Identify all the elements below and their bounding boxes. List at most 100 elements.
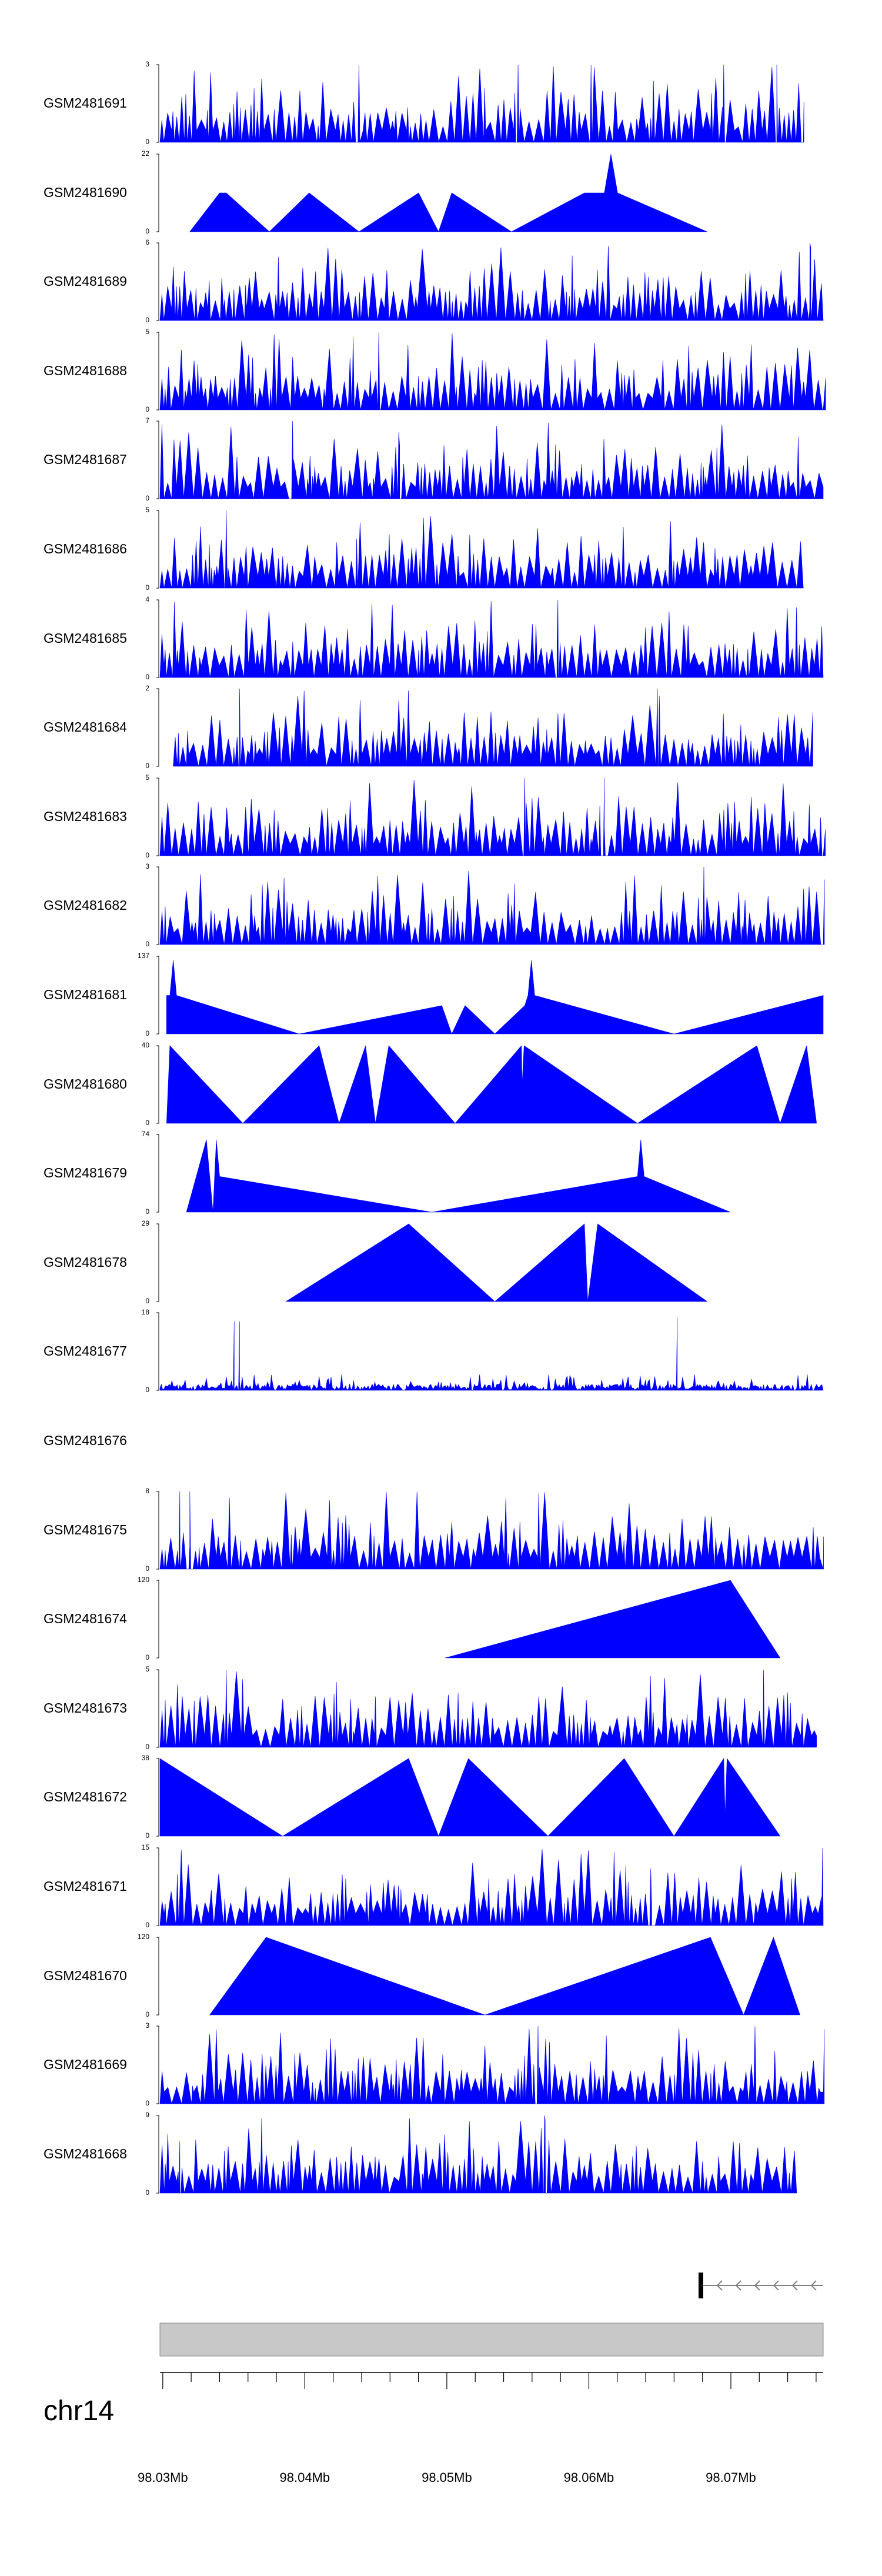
signal-area [159, 421, 824, 499]
x-tick-label: 98.05Mb [422, 2470, 472, 2485]
y-axis [156, 1580, 159, 1659]
track-label: GSM2481685 [44, 630, 127, 646]
y-min-label: 0 [145, 1296, 149, 1305]
y-min-label: 0 [145, 940, 149, 949]
strand-arrow [735, 2280, 741, 2291]
x-tick-label: 98.03Mb [138, 2470, 188, 2485]
y-max-label: 3 [145, 60, 149, 68]
y-min-label: 0 [145, 138, 149, 146]
track-plot [156, 688, 813, 767]
y-axis [156, 421, 159, 499]
track-label: GSM2481679 [44, 1165, 127, 1181]
y-min-label: 0 [145, 1564, 149, 1573]
track-plot [156, 1847, 824, 1926]
y-axis [156, 1758, 159, 1837]
track-label: GSM2481671 [44, 1878, 127, 1894]
signal-area [166, 960, 824, 1035]
track-plot [156, 421, 824, 499]
y-max-label: 7 [145, 416, 149, 425]
strand-arrow [810, 2280, 817, 2291]
track-plot [156, 1223, 708, 1302]
track-plot [156, 1669, 817, 1748]
y-max-label: 15 [141, 1843, 149, 1851]
y-max-label: 5 [145, 327, 149, 336]
y-axis [156, 1937, 159, 2016]
track-plot [156, 1936, 800, 2016]
y-max-label: 2 [145, 684, 149, 693]
y-min-label: 0 [145, 1386, 149, 1394]
y-max-label: 4 [145, 595, 149, 603]
signal-area [159, 332, 826, 411]
track-label: GSM2481672 [44, 1789, 127, 1805]
track-plot [156, 1758, 781, 1837]
track-plot [156, 2026, 825, 2105]
genome-axis [159, 2273, 824, 2389]
signal-area [159, 1491, 824, 1569]
y-max-label: 5 [145, 773, 149, 782]
track-plot [156, 64, 804, 143]
track-plot [156, 866, 825, 945]
track-label: GSM2481684 [44, 719, 127, 735]
y-max-label: 29 [141, 1219, 149, 1227]
track-label: GSM2481682 [44, 897, 127, 913]
track-label: GSM2481675 [44, 1521, 127, 1537]
y-min-label: 0 [145, 1653, 149, 1662]
y-max-label: 22 [141, 149, 149, 158]
track-label: GSM2481678 [44, 1254, 127, 1270]
y-axis [156, 956, 159, 1035]
y-min-label: 0 [145, 1921, 149, 1929]
y-min-label: 0 [145, 1742, 149, 1751]
track-plot [156, 2115, 797, 2194]
x-tick-label: 98.07Mb [706, 2470, 756, 2485]
strand-arrow [754, 2280, 760, 2291]
y-max-label: 40 [141, 1040, 149, 1049]
y-min-label: 0 [145, 762, 149, 770]
y-max-label: 3 [145, 862, 149, 871]
y-max-label: 74 [141, 1130, 149, 1139]
signal-area [159, 2026, 825, 2105]
signal-area [209, 1936, 800, 2016]
strand-arrow [716, 2280, 723, 2291]
y-max-label: 120 [137, 1932, 149, 1941]
y-max-label: 6 [145, 238, 149, 247]
signal-area [159, 1758, 781, 1837]
y-max-label: 120 [137, 1576, 149, 1584]
y-min-label: 0 [145, 316, 149, 325]
y-axis [156, 1134, 159, 1213]
y-axis [156, 1669, 159, 1748]
track-plot [156, 778, 826, 856]
y-min-label: 0 [145, 583, 149, 592]
y-min-label: 0 [145, 2188, 149, 2197]
y-max-label: 5 [145, 1664, 149, 1673]
y-min-label: 0 [145, 494, 149, 503]
y-axis [156, 866, 159, 945]
signal-area [159, 243, 824, 321]
track-label: GSM2481670 [44, 1967, 127, 1983]
track-plot [156, 1134, 731, 1213]
signal-area [173, 689, 813, 767]
track-label: GSM2481687 [44, 452, 127, 468]
y-axis [156, 2115, 159, 2194]
track-plot [156, 1312, 824, 1392]
y-min-label: 0 [145, 1118, 149, 1127]
y-min-label: 0 [145, 1207, 149, 1216]
y-max-label: 9 [145, 2110, 149, 2119]
y-min-label: 0 [145, 226, 149, 235]
track-label: GSM2481690 [44, 184, 127, 200]
y-min-label: 0 [145, 1831, 149, 1840]
y-min-label: 0 [145, 2099, 149, 2108]
track-label: GSM2481681 [44, 987, 127, 1002]
y-axis [156, 64, 159, 143]
y-axis [156, 778, 159, 856]
signal-area [445, 1580, 781, 1659]
y-min-label: 0 [145, 405, 149, 413]
track-label: GSM2481683 [44, 808, 127, 824]
track-label: GSM2481691 [44, 95, 127, 111]
y-axis [156, 242, 159, 321]
y-axis [156, 154, 159, 232]
track-plot [156, 332, 826, 411]
track-label: GSM2481680 [44, 1076, 127, 1092]
chromosome-label: chr14 [44, 2395, 115, 2427]
signal-area [159, 64, 804, 143]
track-plot [156, 1491, 824, 1570]
